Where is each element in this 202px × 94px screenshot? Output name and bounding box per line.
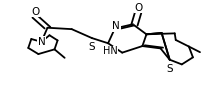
Text: HN: HN [103,46,118,56]
Text: S: S [89,42,95,52]
Text: N: N [38,37,45,47]
Text: N: N [112,21,120,31]
Text: S: S [166,64,173,74]
Text: O: O [134,3,142,13]
Text: O: O [31,7,39,17]
